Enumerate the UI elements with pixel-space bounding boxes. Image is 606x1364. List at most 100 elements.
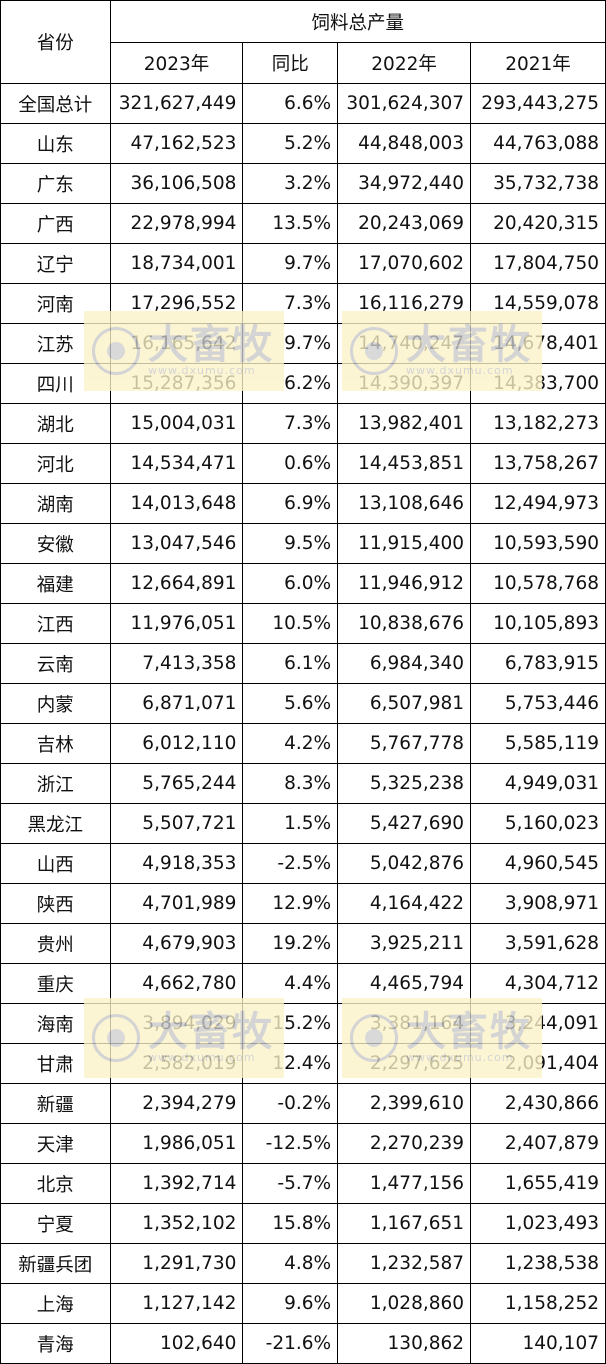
cell-2023: 18,734,001 xyxy=(109,243,244,284)
cell-2021: 140,107 xyxy=(470,1323,606,1364)
cell-2022: 5,325,238 xyxy=(337,763,472,804)
cell-2021: 2,407,879 xyxy=(470,1123,606,1164)
cell-2021: 5,585,119 xyxy=(470,723,606,764)
cell-2021: 5,753,446 xyxy=(470,683,606,724)
cell-2023: 4,679,903 xyxy=(109,923,244,964)
cell-2021: 4,949,031 xyxy=(470,763,606,804)
cell-province: 广西 xyxy=(0,203,111,244)
cell-yoy: 10.5% xyxy=(242,603,339,644)
cell-2021: 44,763,088 xyxy=(470,123,606,164)
cell-yoy: -2.5% xyxy=(242,843,339,884)
cell-yoy: 6.1% xyxy=(242,643,339,684)
cell-2021: 2,430,866 xyxy=(470,1083,606,1124)
table-row: 吉林 6,012,110 4.2% 5,767,778 5,585,119 xyxy=(0,723,606,764)
cell-2021: 6,783,915 xyxy=(470,643,606,684)
watermark-brand: 大畜牧 xyxy=(406,1009,532,1055)
cell-yoy: 3.2% xyxy=(242,163,339,204)
cell-2023: 47,162,523 xyxy=(109,123,244,164)
cell-province: 贵州 xyxy=(0,923,111,964)
table-row: 福建 12,664,891 6.0% 11,946,912 10,578,768 xyxy=(0,563,606,604)
cell-2022: 2,399,610 xyxy=(337,1083,472,1124)
table-row: 河北 14,534,471 0.6% 14,453,851 13,758,267 xyxy=(0,443,606,484)
cell-2021: 1,158,252 xyxy=(470,1283,606,1324)
cell-province: 福建 xyxy=(0,563,111,604)
cell-2022: 34,972,440 xyxy=(337,163,472,204)
watermark-brand: 大畜牧 xyxy=(406,322,532,368)
cell-province: 内蒙 xyxy=(0,683,111,724)
cell-province: 上海 xyxy=(0,1283,111,1324)
table-row: 安徽 13,047,546 9.5% 11,915,400 10,593,590 xyxy=(0,523,606,564)
cell-yoy: 13.5% xyxy=(242,203,339,244)
table-row: 陕西 4,701,989 12.9% 4,164,422 3,908,971 xyxy=(0,883,606,924)
cell-2022: 3,925,211 xyxy=(337,923,472,964)
cell-yoy: 6.0% xyxy=(242,563,339,604)
cell-2022: 2,270,239 xyxy=(337,1123,472,1164)
cell-2021: 13,758,267 xyxy=(470,443,606,484)
cell-province: 江西 xyxy=(0,603,111,644)
cell-2023: 12,664,891 xyxy=(109,563,244,604)
cell-2021: 20,420,315 xyxy=(470,203,606,244)
cell-province: 安徽 xyxy=(0,523,111,564)
dxumu-logo-icon xyxy=(350,327,398,375)
cell-2022: 13,108,646 xyxy=(337,483,472,524)
cell-yoy: 5.6% xyxy=(242,683,339,724)
cell-2021: 3,591,628 xyxy=(470,923,606,964)
cell-2023: 4,701,989 xyxy=(109,883,244,924)
header-yoy: 同比 xyxy=(242,42,339,84)
watermark: 大畜牧 www.dxumu.com xyxy=(342,998,542,1078)
table-row: 山东 47,162,523 5.2% 44,848,003 44,763,088 xyxy=(0,123,606,164)
cell-province: 山东 xyxy=(0,123,111,164)
table-row: 广东 36,106,508 3.2% 34,972,440 35,732,738 xyxy=(0,163,606,204)
watermark-brand: 大畜牧 xyxy=(148,322,274,368)
cell-2023: 14,013,648 xyxy=(109,483,244,524)
table-row: 广西 22,978,994 13.5% 20,243,069 20,420,315 xyxy=(0,203,606,244)
cell-2022: 4,164,422 xyxy=(337,883,472,924)
header-row-1: 省份 饲料总产量 xyxy=(0,0,606,84)
cell-2022: 20,243,069 xyxy=(337,203,472,244)
header-2022: 2022年 xyxy=(337,42,472,84)
cell-province: 湖北 xyxy=(0,403,111,444)
cell-province: 浙江 xyxy=(0,763,111,804)
cell-2022: 11,946,912 xyxy=(337,563,472,604)
table-row: 新疆兵团 1,291,730 4.8% 1,232,587 1,238,538 xyxy=(0,1243,606,1284)
cell-2023: 1,291,730 xyxy=(109,1243,244,1284)
cell-2022: 6,984,340 xyxy=(337,643,472,684)
table-row: 新疆 2,394,279 -0.2% 2,399,610 2,430,866 xyxy=(0,1083,606,1124)
cell-2021: 10,105,893 xyxy=(470,603,606,644)
cell-yoy: 19.2% xyxy=(242,923,339,964)
cell-yoy: 7.3% xyxy=(242,403,339,444)
watermark: 大畜牧 www.dxumu.com xyxy=(84,998,284,1078)
header-row-2: 2023年 同比 2022年 2021年 xyxy=(1,42,606,84)
cell-province: 重庆 xyxy=(0,963,111,1004)
dxumu-logo-icon xyxy=(92,327,140,375)
cell-yoy: 1.5% xyxy=(242,803,339,844)
cell-yoy: 12.9% xyxy=(242,883,339,924)
cell-yoy: 8.3% xyxy=(242,763,339,804)
cell-2022: 5,427,690 xyxy=(337,803,472,844)
cell-2021: 4,304,712 xyxy=(470,963,606,1004)
cell-2021: 1,023,493 xyxy=(470,1203,606,1244)
cell-2021: 293,443,275 xyxy=(470,83,606,124)
cell-yoy: 0.6% xyxy=(242,443,339,484)
table-row: 贵州 4,679,903 19.2% 3,925,211 3,591,628 xyxy=(0,923,606,964)
cell-2022: 1,028,860 xyxy=(337,1283,472,1324)
cell-2022: 1,167,651 xyxy=(337,1203,472,1244)
watermark-url: www.dxumu.com xyxy=(406,364,514,377)
cell-2022: 11,915,400 xyxy=(337,523,472,564)
cell-2023: 2,394,279 xyxy=(109,1083,244,1124)
cell-2023: 4,918,353 xyxy=(109,843,244,884)
cell-2023: 1,352,102 xyxy=(109,1203,244,1244)
cell-2021: 4,960,545 xyxy=(470,843,606,884)
cell-yoy: -21.6% xyxy=(242,1323,339,1364)
table-row: 河南 17,296,552 7.3% 16,116,279 14,559,078 xyxy=(0,283,606,324)
table-row: 辽宁 18,734,001 9.7% 17,070,602 17,804,750 xyxy=(0,243,606,284)
cell-yoy: -5.7% xyxy=(242,1163,339,1204)
cell-2022: 44,848,003 xyxy=(337,123,472,164)
cell-province: 山西 xyxy=(0,843,111,884)
table-row: 黑龙江 5,507,721 1.5% 5,427,690 5,160,023 xyxy=(0,803,606,844)
dxumu-logo-icon xyxy=(350,1014,398,1062)
cell-province: 新疆 xyxy=(0,1083,111,1124)
table-row: 内蒙 6,871,071 5.6% 6,507,981 5,753,446 xyxy=(0,683,606,724)
cell-yoy: -12.5% xyxy=(242,1123,339,1164)
